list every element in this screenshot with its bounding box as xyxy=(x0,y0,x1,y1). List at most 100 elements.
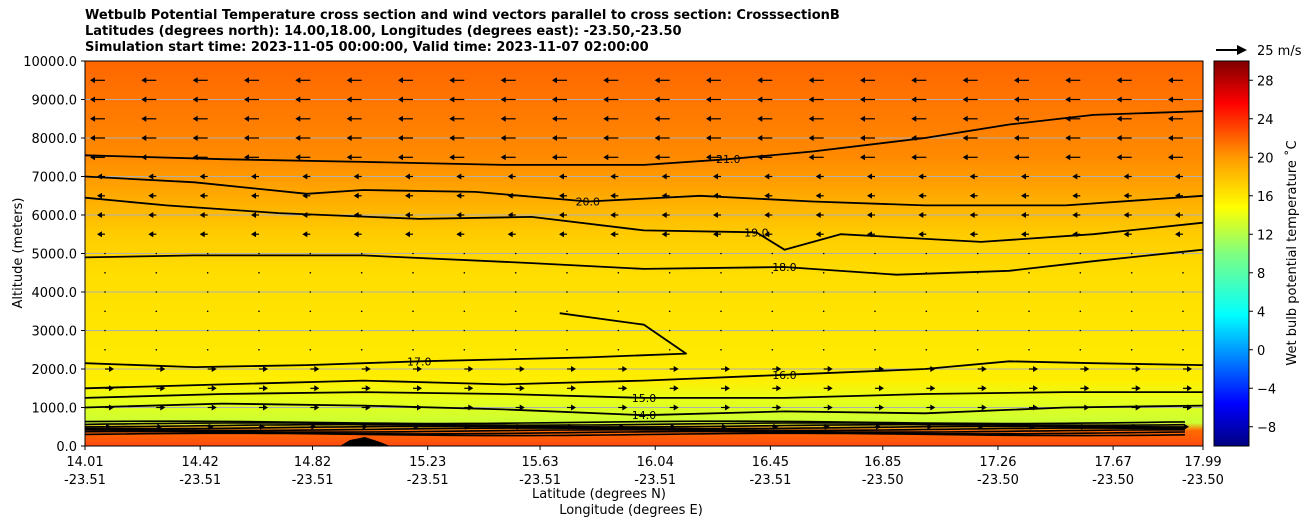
x-tick-label-lon: -23.51 xyxy=(179,473,221,488)
wind-vector-head xyxy=(295,77,301,84)
wind-vector xyxy=(463,329,466,332)
wind-vector xyxy=(1130,310,1133,313)
wind-vector xyxy=(258,291,260,293)
wind-vector-head xyxy=(449,115,455,122)
wind-vector-head xyxy=(757,96,763,103)
wind-vector-head xyxy=(1033,366,1038,372)
wind-vector-head xyxy=(302,173,308,180)
wind-vector-head xyxy=(346,115,352,122)
wind-vector xyxy=(720,349,722,351)
chart-title-line-3: Simulation start time: 2023-11-05 00:00:… xyxy=(85,40,649,55)
wind-vector xyxy=(771,349,774,351)
wind-vector-head xyxy=(449,154,455,161)
wind-vector-head xyxy=(263,404,268,411)
colorbar-tick-label: 12 xyxy=(1257,228,1274,243)
wind-vector-head xyxy=(815,231,821,238)
wind-vector xyxy=(309,252,312,255)
wind-vector-head xyxy=(1021,173,1026,180)
wind-vector-head xyxy=(295,154,301,161)
wind-vector xyxy=(412,310,414,313)
wind-vector xyxy=(206,252,209,255)
x-tick-label-lat: 16.85 xyxy=(864,455,901,470)
plot-area: 21.0 20.0 19.0 18.0 17.0 16.0 15.0 14.0 xyxy=(84,60,1204,447)
wind-vector-head xyxy=(918,231,924,238)
wind-vector-head xyxy=(969,192,975,199)
wind-vector-head xyxy=(1135,366,1141,372)
wind-vector xyxy=(874,252,876,255)
wind-vector-head xyxy=(507,231,513,238)
wind-vector xyxy=(617,272,620,274)
wind-vector-head xyxy=(757,77,763,84)
wind-vector xyxy=(360,291,363,293)
wind-vector xyxy=(155,310,158,313)
wind-vector-head xyxy=(346,154,352,161)
wind-vector-head xyxy=(1175,231,1180,238)
y-tick-label: 5000.0 xyxy=(32,248,78,263)
wind-vector-head xyxy=(97,192,102,199)
wind-vector-head xyxy=(417,385,422,392)
wind-vector xyxy=(309,329,312,332)
wind-vector xyxy=(566,291,568,293)
wind-vector-head xyxy=(757,135,763,141)
wind-vector-head xyxy=(251,212,256,218)
wind-vector xyxy=(463,252,466,255)
wind-vector-head xyxy=(346,135,352,141)
wind-vector-head xyxy=(1014,77,1019,84)
wind-vector-head xyxy=(500,96,506,103)
wind-vector xyxy=(668,349,671,351)
chart-title-line-2: Latitudes (degrees north): 14.00,18.00, … xyxy=(85,24,682,39)
contour-lines: 21.0 20.0 19.0 18.0 17.0 16.0 15.0 14.0 xyxy=(85,110,1203,422)
wind-vector xyxy=(925,291,928,293)
wind-vector-head xyxy=(302,231,308,238)
colorbar-tick-label: −8 xyxy=(1257,421,1276,436)
colorbar: −8 −4 0 4 8 12 16 20 24 28 Wet bulb potential tem… xyxy=(1213,60,1300,447)
wind-vector-head xyxy=(1014,115,1019,122)
wind-vector-head xyxy=(622,404,628,411)
wind-vector-head xyxy=(199,192,205,199)
colorbar-ticks: −8 −4 0 4 8 12 16 20 24 28 xyxy=(1249,74,1276,436)
wind-vector xyxy=(566,310,568,313)
wind-vector xyxy=(617,349,620,351)
wind-vector-head xyxy=(827,366,833,372)
y-tick-label: 2000.0 xyxy=(32,363,78,378)
wind-vector-head xyxy=(911,77,917,84)
x-tick-label-lon: -23.51 xyxy=(519,473,561,488)
wind-vector-head xyxy=(571,404,576,411)
wind-vector-head xyxy=(353,173,359,180)
contour-label: 19.0 xyxy=(744,226,769,239)
x-tick-label-lon: -23.50 xyxy=(862,473,904,488)
wind-vector-head xyxy=(1065,77,1071,84)
wind-vector-head xyxy=(141,115,147,122)
contour-17.0 xyxy=(85,312,687,368)
wind-vector xyxy=(1130,349,1133,351)
wind-vector xyxy=(463,349,466,351)
wind-vector-head xyxy=(1021,212,1026,218)
wind-vector-head xyxy=(1072,173,1078,180)
wind-vector-head xyxy=(815,192,821,199)
x-tick-label-lat: 15.23 xyxy=(409,455,446,470)
wind-vector xyxy=(1079,329,1082,332)
colorbar-tick-label: 0 xyxy=(1257,344,1265,359)
wind-vector xyxy=(258,272,260,274)
wind-vector xyxy=(155,291,158,293)
wind-vector-head xyxy=(867,192,872,199)
wind-vector-head xyxy=(405,231,410,238)
wind-vector xyxy=(463,272,466,274)
surface-contour xyxy=(85,420,1186,425)
wind-vector-head xyxy=(507,173,513,180)
wind-vector xyxy=(874,291,876,293)
wind-vector-head xyxy=(764,173,770,180)
wind-vector-head xyxy=(969,173,975,180)
wind-vector xyxy=(771,252,774,255)
wind-vector xyxy=(566,252,568,255)
wind-vector-head xyxy=(552,77,557,84)
wind-vector-head xyxy=(757,115,763,122)
wind-vector xyxy=(206,310,209,313)
wind-vector-head xyxy=(449,96,455,103)
x-tick-label-lon: -23.51 xyxy=(407,473,449,488)
wind-vector-head xyxy=(405,192,410,199)
wind-vector-head xyxy=(673,385,679,392)
surface-contour-bundle xyxy=(85,420,1186,437)
wind-vector xyxy=(206,349,209,351)
wind-vector xyxy=(617,310,620,313)
